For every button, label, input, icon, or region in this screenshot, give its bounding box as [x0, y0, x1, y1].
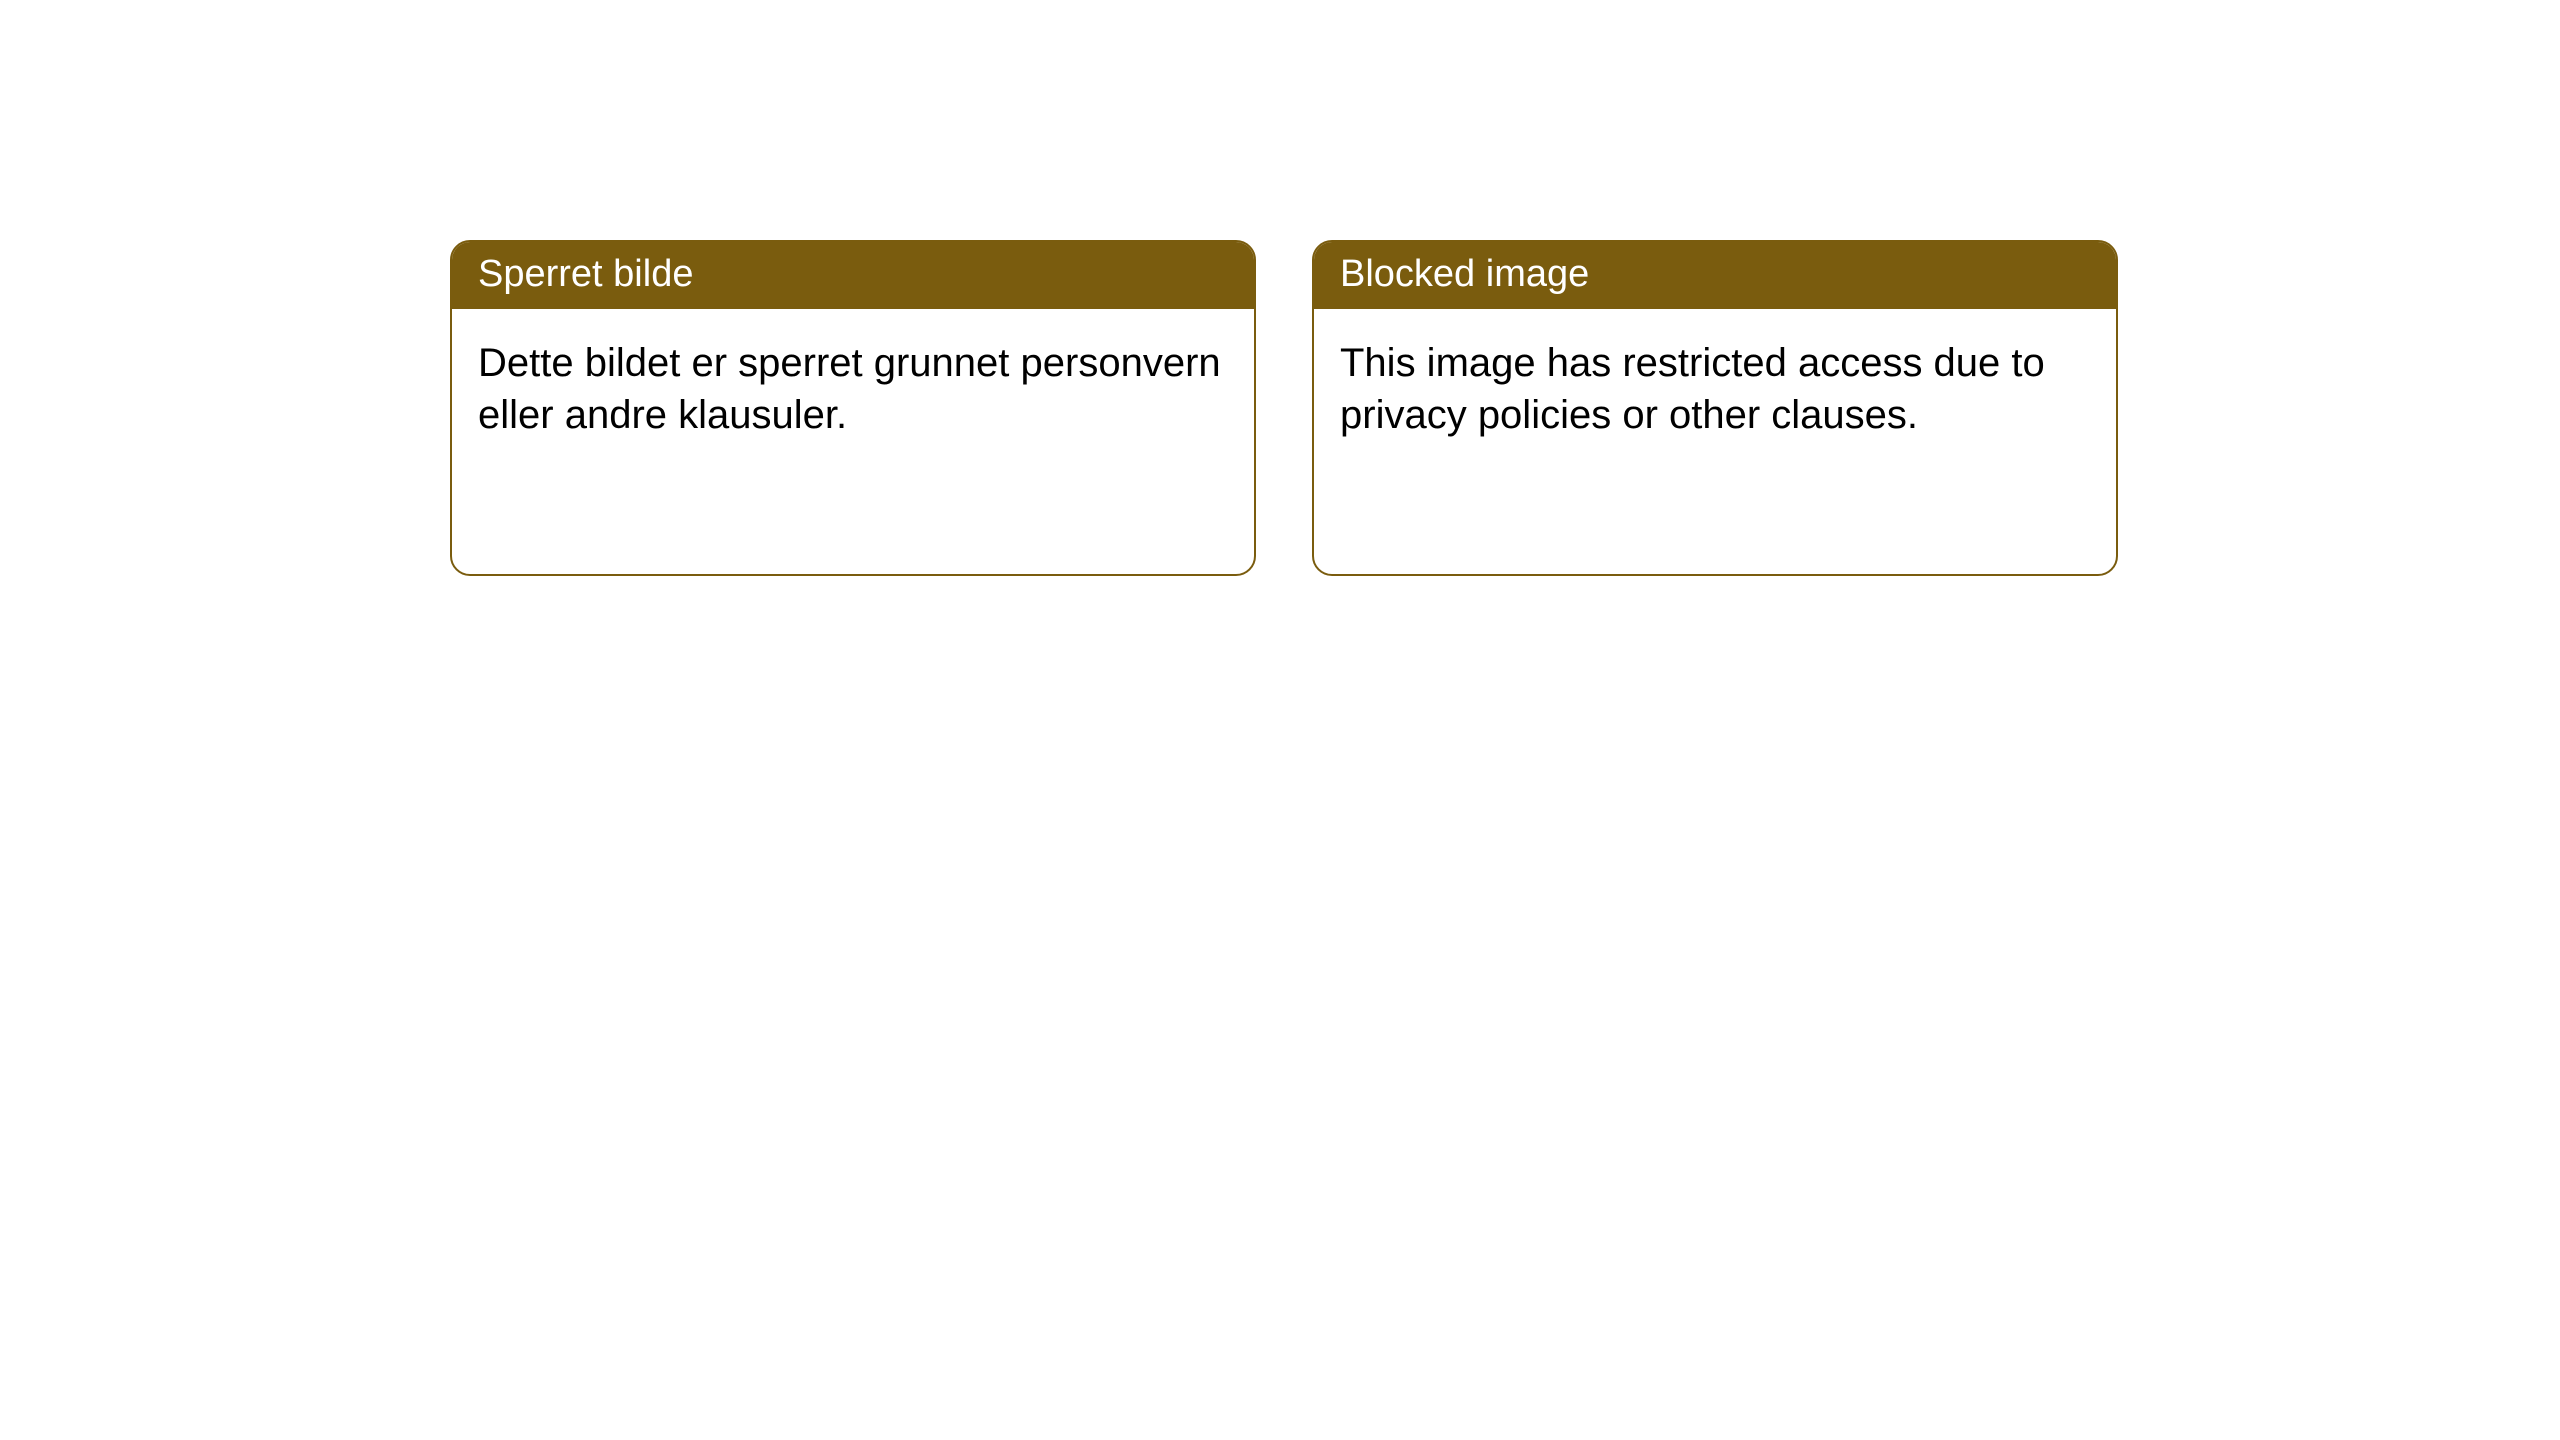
notice-card-english: Blocked image This image has restricted …	[1312, 240, 2118, 576]
notice-card-norwegian: Sperret bilde Dette bildet er sperret gr…	[450, 240, 1256, 576]
notice-header: Sperret bilde	[452, 242, 1254, 309]
notice-body: Dette bildet er sperret grunnet personve…	[452, 309, 1254, 469]
notice-title: Blocked image	[1340, 253, 1589, 295]
notice-message: Dette bildet er sperret grunnet personve…	[478, 341, 1221, 437]
notice-message: This image has restricted access due to …	[1340, 341, 2045, 437]
notice-header: Blocked image	[1314, 242, 2116, 309]
notice-body: This image has restricted access due to …	[1314, 309, 2116, 469]
notice-container: Sperret bilde Dette bildet er sperret gr…	[0, 0, 2560, 576]
notice-title: Sperret bilde	[478, 253, 693, 295]
